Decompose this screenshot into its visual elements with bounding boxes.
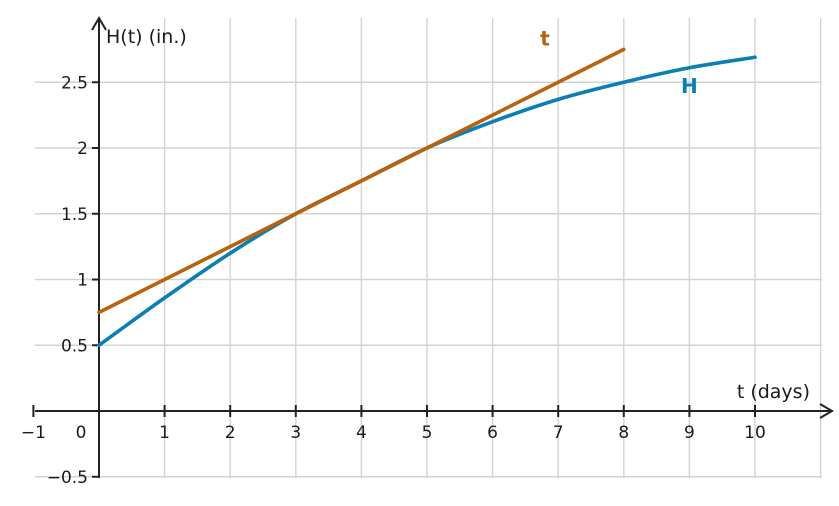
x-tick-label: 3 [290, 423, 301, 443]
y-tick-label: 1 [77, 271, 88, 291]
axes [35, 16, 834, 478]
x-tick-label: 9 [684, 423, 695, 443]
x-tick-label: 7 [553, 423, 564, 443]
x-tick-label: 10 [744, 423, 766, 443]
y-tick-label: 0.5 [61, 336, 88, 356]
labels: H(t) (in.) t (days) Ht [106, 26, 810, 403]
y-axis-arrow [91, 16, 107, 31]
y-axis-title: H(t) (in.) [106, 26, 187, 48]
x-axis-title: t (days) [737, 381, 810, 403]
x-tick-label: 1 [159, 423, 170, 443]
x-tick-label: −1 [21, 423, 46, 443]
x-tick-label: 8 [618, 423, 629, 443]
y-tick-label: 2.5 [61, 73, 88, 93]
x-tick-label: 2 [225, 423, 236, 443]
x-tick-label: 4 [356, 423, 367, 443]
x-tick-label: 6 [487, 423, 498, 443]
series-label-H: H [681, 74, 698, 98]
x-tick-label: 5 [422, 423, 433, 443]
ticks: −1 0 1 2 3 4 5 6 7 8 9 10 −0.5 0.5 1 1.5 2 2.5 [21, 73, 766, 488]
grid [35, 18, 822, 478]
series [97, 47, 757, 348]
y-tick-label: 2 [77, 139, 88, 159]
x-tick-label: 0 [76, 423, 87, 443]
series-label-t: t [540, 26, 550, 50]
y-tick-label: −0.5 [47, 468, 88, 488]
series-line-t [97, 47, 626, 315]
y-tick-label: 1.5 [61, 205, 88, 225]
x-axis-arrow [819, 403, 834, 419]
